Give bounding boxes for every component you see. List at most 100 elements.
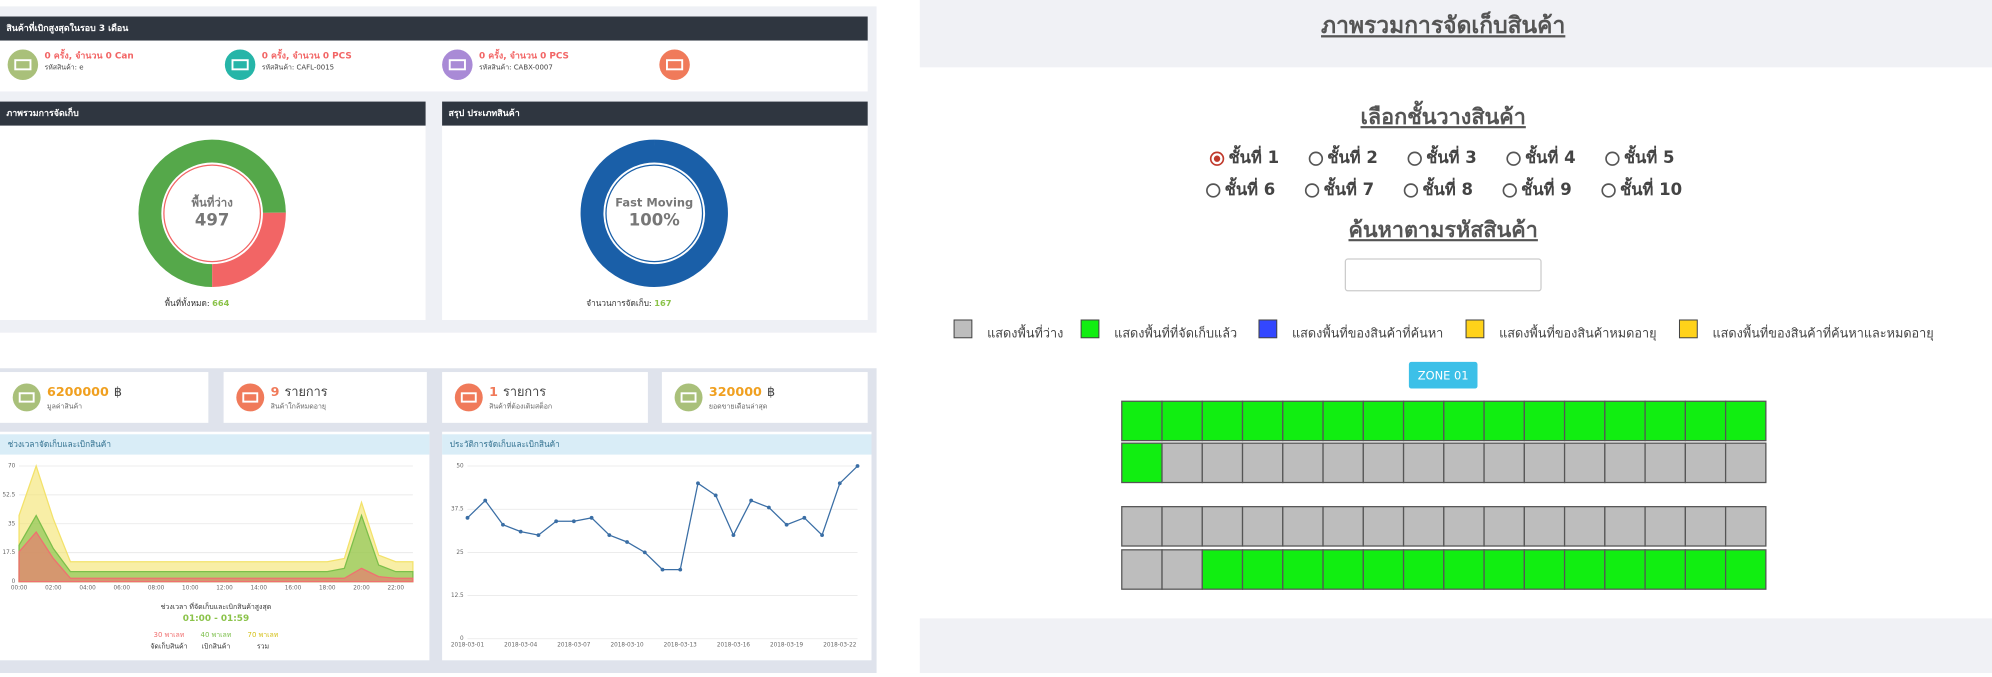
icon (454, 383, 483, 412)
radio[interactable] (1502, 183, 1517, 198)
zone-button[interactable] (1408, 361, 1478, 389)
legend-value: 70 พาเลท (248, 631, 279, 639)
storage-cell (1282, 549, 1324, 590)
icon (674, 383, 703, 412)
icon (7, 49, 39, 80)
x-tick-label: 20:00 (353, 585, 370, 591)
x-tick-label: 2018-03-13 (664, 643, 698, 649)
storage-cell (1604, 506, 1646, 547)
peak-time: 01:00 - 01:59 (183, 614, 249, 624)
area (18, 530, 414, 583)
storage-cell (1523, 442, 1566, 484)
storage-cell (1161, 442, 1203, 484)
x-tick-label: 10:00 (182, 585, 199, 591)
pie-slice (580, 139, 728, 287)
radio-label: ชั้นที่ 7 (1324, 177, 1375, 199)
point (855, 464, 860, 468)
storage-cell (1282, 400, 1324, 442)
legend-name: เบิกสินค้า (202, 642, 231, 650)
icon-glyph (666, 59, 684, 71)
x-tick-label: 14:00 (251, 585, 268, 591)
storage-cell (1443, 442, 1485, 484)
storage-cell (1443, 400, 1485, 442)
x-tick-label: 2018-03-16 (717, 643, 751, 649)
storage-cell (1322, 549, 1364, 590)
pie-footer-label: พื้นที่ทั้งหมด: (165, 297, 210, 308)
panel-header (0, 16, 868, 41)
storage-cell (1121, 506, 1163, 547)
radio-label: ชั้นที่ 3 (1426, 145, 1477, 167)
legend-label: แสดงพื้นที่ของสินค้าที่ค้นหา (1292, 323, 1443, 340)
storage-cell (1604, 400, 1646, 442)
storage-cell (1724, 442, 1767, 484)
radio[interactable] (1407, 151, 1422, 166)
point (696, 481, 700, 486)
legend-swatch (953, 319, 973, 339)
search-input[interactable] (1344, 258, 1542, 292)
storage-cell (1241, 442, 1284, 484)
item-count: 0 ครั้ง, จำนวน 0 PCS (479, 48, 569, 61)
stat-value: 1 (489, 384, 498, 399)
item-count: 0 ครั้ง, จำนวน 0 PCS (262, 48, 352, 61)
icon-glyph (18, 392, 35, 403)
chart-title: ช่วงเวลาจัดเก็บและเบิกสินค้า (8, 439, 111, 449)
x-tick-label: 18:00 (319, 585, 336, 591)
storage-cell (1604, 549, 1646, 590)
point (571, 519, 576, 524)
storage-cell (1483, 549, 1525, 590)
pie-center-label: พื้นที่ว่าง (192, 194, 233, 210)
point (625, 540, 629, 544)
point (678, 567, 683, 572)
radio[interactable] (1605, 151, 1620, 166)
pie-center-value: 497 (195, 210, 229, 229)
storage-cell (1644, 442, 1686, 484)
radio[interactable] (1601, 183, 1616, 198)
radio[interactable] (1403, 183, 1419, 198)
stat-value: 6200000 (47, 384, 109, 399)
storage-cell (1121, 400, 1163, 442)
radio-label: ชั้นที่ 4 (1525, 145, 1576, 167)
storage-cell (1161, 506, 1203, 547)
icon (442, 49, 473, 80)
radio-label: ชั้นที่ 6 (1225, 177, 1276, 199)
storage-cell (1724, 549, 1767, 590)
chart-header (442, 434, 872, 455)
storage-cell (1523, 506, 1566, 547)
legend-value: 40 พาเลท (201, 631, 232, 639)
storage-cell (1724, 400, 1767, 442)
storage-cell (1161, 549, 1203, 590)
point (465, 515, 470, 520)
pie-slice (138, 139, 286, 287)
chart-panel (442, 431, 872, 661)
storage-cell (1402, 506, 1445, 547)
y-tick-label: 70 (8, 464, 16, 470)
pie-footer-label: จำนวนการจัดเก็บ: (586, 298, 651, 308)
point (501, 522, 505, 527)
stat-label: มูลค่าสินค้า (47, 402, 82, 410)
storage-cell (1684, 400, 1727, 442)
storage-cell (1563, 549, 1606, 590)
radio-label: ชั้นที่ 1 (1228, 145, 1279, 167)
radio-label: ชั้นที่ 2 (1327, 145, 1378, 167)
x-tick-label: 06:00 (114, 585, 131, 591)
storage-cell (1483, 400, 1525, 442)
radio[interactable] (1506, 151, 1521, 166)
icon-glyph (460, 392, 477, 403)
storage-cell (1161, 400, 1203, 442)
point (713, 493, 718, 498)
point (766, 505, 771, 510)
radio[interactable] (1304, 183, 1320, 198)
storage-cell (1241, 506, 1284, 547)
peak-label: ช่วงเวลา ที่จัดเก็บและเบิกสินค้าสูงสุด (161, 602, 272, 611)
storage-cell (1201, 442, 1244, 484)
storage-cell (1644, 506, 1686, 547)
radio[interactable] (1308, 151, 1324, 166)
storage-cell (1201, 549, 1244, 590)
radio[interactable] (1206, 183, 1221, 198)
stat-value: 9 (271, 384, 280, 399)
x-tick-label: 00:00 (11, 585, 28, 591)
x-tick-label: 2018-03-01 (451, 643, 485, 649)
storage-cell (1684, 506, 1727, 547)
pie-inner-ring (605, 164, 704, 263)
point (589, 515, 594, 520)
